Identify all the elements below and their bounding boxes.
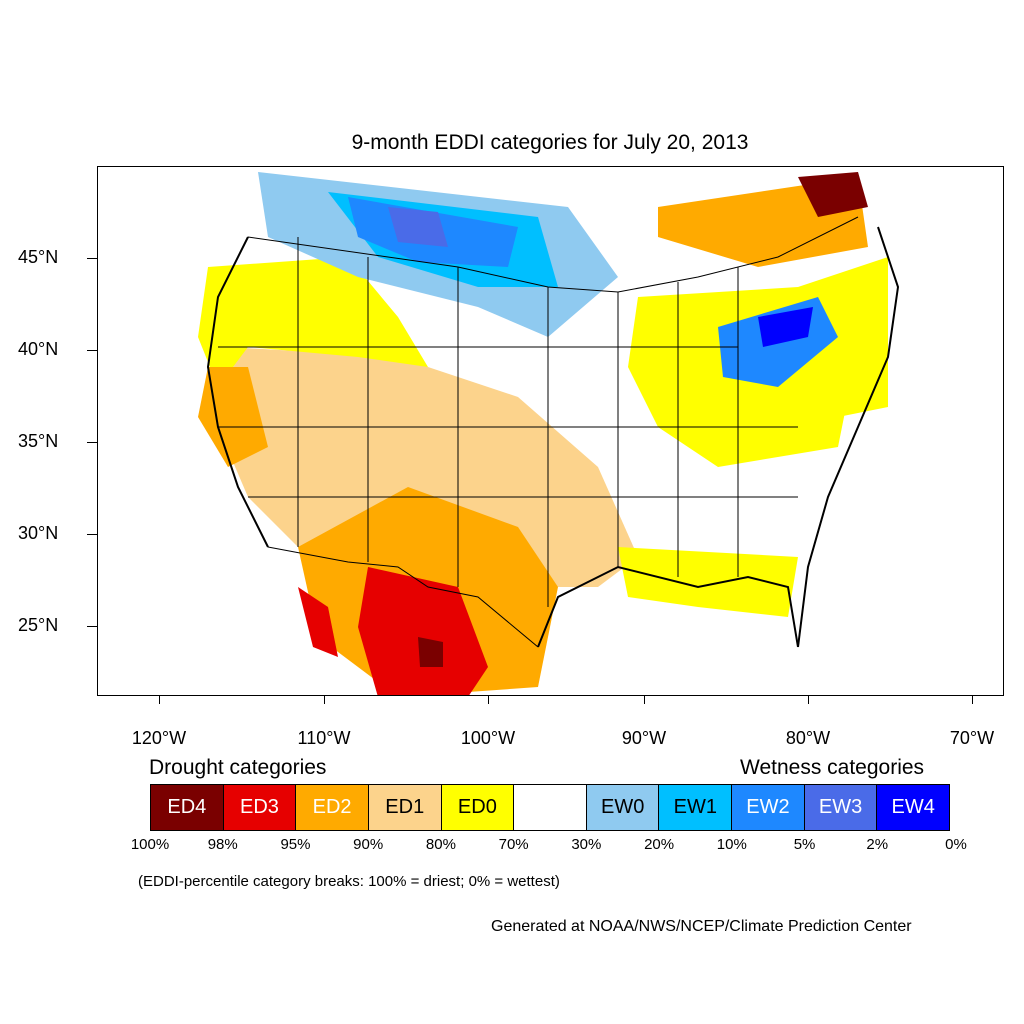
map-title: 9-month EDDI categories for July 20, 201… <box>351 131 749 154</box>
lon-label-70: 70°W <box>949 728 995 748</box>
wetness-heading: Wetness categories <box>740 756 925 779</box>
legend-cell-ed4: ED4 <box>151 785 224 830</box>
region-ew4-lakes <box>758 307 813 347</box>
lon-label-100: 100°W <box>460 728 516 748</box>
region-ew3-north <box>388 207 448 247</box>
lat-tick-40 <box>87 350 97 351</box>
lat-label-45: 45°N <box>18 247 59 267</box>
category-regions <box>198 172 888 695</box>
legend-cell-ew1: EW1 <box>659 785 733 830</box>
lat-tick-35 <box>87 442 97 443</box>
region-ed0-gulf <box>618 547 798 617</box>
legend-break-label: 5% <box>793 836 816 853</box>
lon-tick-80 <box>808 696 809 704</box>
eddi-map <box>97 166 1004 696</box>
legend-cell-ed3: ED3 <box>223 785 297 830</box>
lat-label-30: 30°N <box>18 523 59 543</box>
lat-label-40: 40°N <box>18 339 59 359</box>
legend-break-label: 2% <box>866 836 889 853</box>
west-coast <box>206 236 269 548</box>
category-note: (EDDI-percentile category breaks: 100% =… <box>138 873 560 890</box>
legend-cell-ed2: ED2 <box>296 785 369 830</box>
legend-break-label: 0% <box>945 836 967 853</box>
legend-break-label: 90% <box>353 836 384 853</box>
eddi-map-svg <box>198 172 900 695</box>
lon-label-80: 80°W <box>785 728 831 748</box>
legend-colorbar: ED4 ED3 ED2 ED1 ED0 EW0 EW1 EW2 EW3 EW4 <box>150 784 950 831</box>
legend-cell-ew0: EW0 <box>586 785 660 830</box>
state-lines-ew <box>218 346 798 498</box>
lat-label-25: 25°N <box>18 615 59 635</box>
legend-break-label: 100% <box>130 836 170 853</box>
legend-break-label: 70% <box>498 836 529 853</box>
legend-break-label: 10% <box>716 836 747 853</box>
legend-break-label: 95% <box>280 836 311 853</box>
lon-label-120: 120°W <box>131 728 187 748</box>
gulf-coast <box>537 565 799 648</box>
lon-label-110: 110°W <box>297 728 351 748</box>
legend-cell-ew2: EW2 <box>732 785 805 830</box>
lat-tick-30 <box>87 534 97 535</box>
mexico-border <box>267 546 539 648</box>
legend-break-label: 20% <box>644 836 675 853</box>
lon-tick-120 <box>159 696 160 704</box>
legend-cell-ew4: EW4 <box>877 785 950 830</box>
credit-line: Generated at NOAA/NWS/NCEP/Climate Predi… <box>491 918 912 935</box>
boundaries <box>206 216 900 648</box>
lon-tick-70 <box>972 696 973 704</box>
legend-break-label: 80% <box>425 836 456 853</box>
east-coast <box>797 226 900 648</box>
region-ed0-west <box>198 257 428 387</box>
lat-label-35: 35°N <box>18 431 59 451</box>
lon-tick-100 <box>488 696 489 704</box>
region-ed2-west <box>198 367 268 467</box>
lon-tick-110 <box>324 696 325 704</box>
legend-cell-ed0: ED0 <box>441 785 515 830</box>
legend-break-label: 30% <box>571 836 602 853</box>
legend-cell-neutral <box>514 785 587 830</box>
lon-tick-90 <box>644 696 645 704</box>
region-ed4-mexico <box>418 637 443 667</box>
legend-break-label: 98% <box>207 836 238 853</box>
legend-cell-ew3: EW3 <box>804 785 878 830</box>
lat-tick-45 <box>87 258 97 259</box>
region-ed4-ontario <box>798 172 868 217</box>
region-ed1 <box>218 347 638 587</box>
legend-cell-ed1: ED1 <box>368 785 442 830</box>
drought-heading: Drought categories <box>149 756 327 779</box>
region-ed0-east <box>798 257 888 417</box>
lon-label-90: 90°W <box>621 728 667 748</box>
region-ed3-baja <box>298 587 338 657</box>
region-ed3-mexico <box>358 567 488 695</box>
lat-tick-25 <box>87 626 97 627</box>
